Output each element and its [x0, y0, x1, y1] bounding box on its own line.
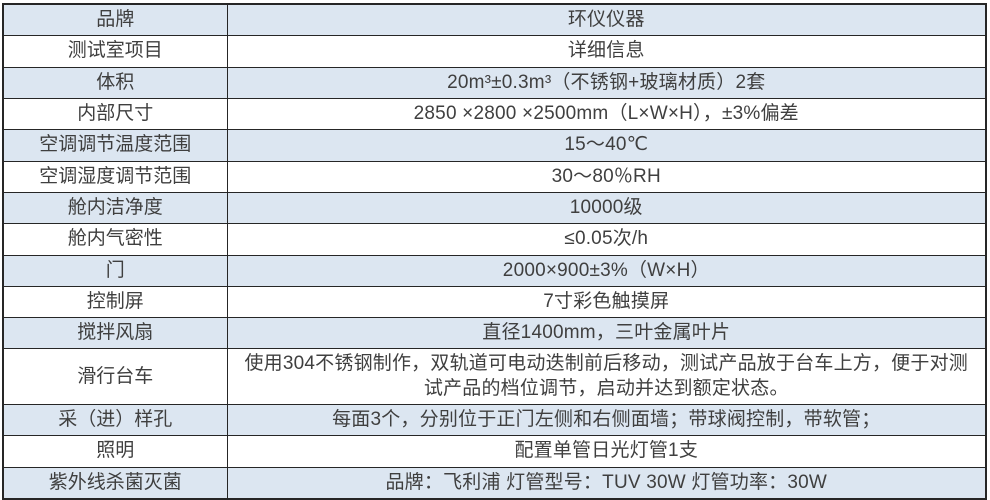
table-row: 空调调节温度范围 15～40℃: [2, 129, 987, 162]
spec-label: 照明: [2, 435, 228, 468]
spec-value: 15～40℃: [226, 129, 987, 162]
spec-label: 空调湿度调节范围: [2, 160, 228, 193]
table-row: 紫外线杀菌灭菌 品牌：飞利浦 灯管型号：TUV 30W 灯管功率：30W: [2, 466, 987, 500]
spec-table-body: 品牌 环仪仪器 测试室项目 详细信息 体积 20m³±0.3m³（不锈钢+玻璃材质）2套内…: [2, 3, 987, 500]
table-row: 舱内气密性 ≤0.05次/h: [2, 223, 987, 256]
table-row: 测试室项目 详细信息: [2, 35, 987, 68]
table-row: 体积 20m³±0.3m³（不锈钢+玻璃材质）2套: [2, 66, 987, 99]
spec-value: 10000级: [226, 191, 987, 225]
table-row: 品牌 环仪仪器: [2, 3, 987, 37]
spec-label: 滑行台车: [2, 348, 228, 406]
table-row: 采（进）样孔 每面3个，分别位于正门左侧和右侧面墙；带球阀控制，带软管；: [2, 404, 987, 437]
table-row: 舱内洁净度 10000级: [2, 191, 987, 225]
spec-value: 详细信息: [226, 35, 987, 68]
spec-label: 控制屏: [2, 285, 228, 319]
table-row: 空调湿度调节范围 30～80％RH: [2, 160, 987, 193]
table-row: 滑行台车 使用304不锈钢制作，双轨道可电动迭制前后移动，测试产品放于台车上方，便…: [2, 348, 987, 406]
spec-value: 7寸彩色触摸屏: [226, 285, 987, 319]
spec-value: 使用304不锈钢制作，双轨道可电动迭制前后移动，测试产品放于台车上方，便于对测试…: [226, 348, 987, 406]
spec-value: 每面3个，分别位于正门左侧和右侧面墙；带球阀控制，带软管；: [226, 404, 987, 437]
spec-label: 体积: [2, 66, 228, 99]
table-row: 内部尺寸 2850 ×2800 ×2500mm（L×W×H），±3%偏差: [2, 97, 987, 131]
spec-label: 采（进）样孔: [2, 404, 228, 437]
spec-label: 舱内气密性: [2, 223, 228, 256]
spec-value: 品牌：飞利浦 灯管型号：TUV 30W 灯管功率：30W: [226, 466, 987, 500]
spec-label: 搅拌风扇: [2, 317, 228, 350]
table-row: 门 2000×900±3%（W×H）: [2, 254, 987, 287]
table-row: 照明 配置单管日光灯管1支: [2, 435, 987, 468]
spec-label: 紫外线杀菌灭菌: [2, 466, 228, 500]
spec-value: 30～80％RH: [226, 160, 987, 193]
spec-value: 2000×900±3%（W×H）: [226, 254, 987, 287]
spec-label: 空调调节温度范围: [2, 129, 228, 162]
spec-value: 20m³±0.3m³（不锈钢+玻璃材质）2套: [226, 66, 987, 99]
spec-label: 品牌: [2, 3, 228, 37]
spec-label: 舱内洁净度: [2, 191, 228, 225]
spec-label: 内部尺寸: [2, 97, 228, 131]
table-row: 控制屏 7寸彩色触摸屏: [2, 285, 987, 319]
spec-label: 门: [2, 254, 228, 287]
spec-value: ≤0.05次/h: [226, 223, 987, 256]
spec-value: 环仪仪器: [226, 3, 987, 37]
table-row: 搅拌风扇 直径1400mm，三叶金属叶片: [2, 317, 987, 350]
spec-label: 测试室项目: [2, 35, 228, 68]
spec-value: 2850 ×2800 ×2500mm（L×W×H），±3%偏差: [226, 97, 987, 131]
spec-value: 配置单管日光灯管1支: [226, 435, 987, 468]
spec-table: 品牌 环仪仪器 测试室项目 详细信息 体积 20m³±0.3m³（不锈钢+玻璃材质）2套内…: [2, 3, 987, 500]
spec-value: 直径1400mm，三叶金属叶片: [226, 317, 987, 350]
